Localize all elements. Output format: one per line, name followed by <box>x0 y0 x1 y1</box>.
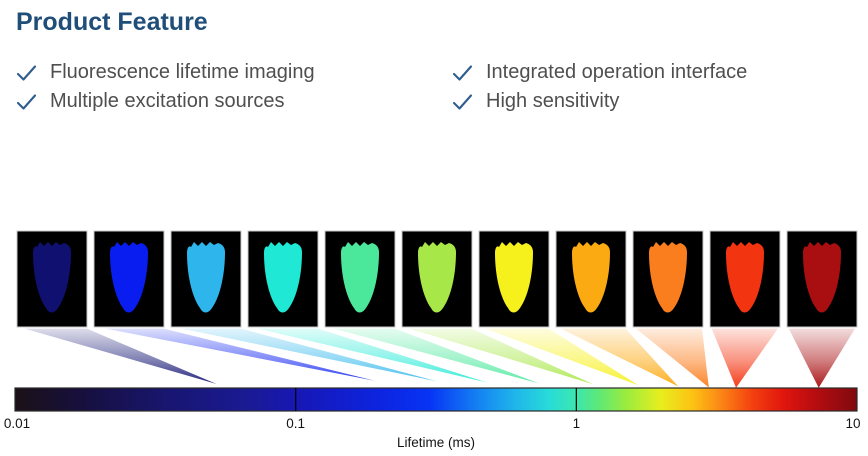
colorbar-tick-label: 10 <box>845 416 860 431</box>
feature-item: Multiple excitation sources <box>16 87 452 116</box>
sample-specimen-shape <box>495 242 533 313</box>
sample-specimen-shape <box>33 242 71 313</box>
lifetime-wedge <box>785 326 859 393</box>
check-icon <box>16 64 37 82</box>
check-icon <box>16 93 37 111</box>
colorbar-tick-label: 0.1 <box>286 416 305 431</box>
sample-specimen-shape <box>726 242 764 313</box>
axis-label: Lifetime (ms) <box>397 435 475 450</box>
sample-specimen-shape <box>264 242 302 313</box>
feature-item: High sensitivity <box>452 87 747 116</box>
feature-label: High sensitivity <box>486 90 620 112</box>
lifetime-wedge <box>708 326 783 393</box>
feature-label: Multiple excitation sources <box>50 90 285 112</box>
sample-specimen-shape <box>187 242 225 313</box>
feature-list: Fluorescence lifetime imaging Multiple e… <box>16 58 747 116</box>
lifetime-figure: 0.01 0.1 1 10 Lifetime (ms) <box>4 230 861 450</box>
sample-specimen-shape <box>649 242 687 313</box>
sample-specimen-shape <box>341 242 379 313</box>
sample-specimen-shape <box>572 242 610 313</box>
feature-label: Integrated operation interface <box>486 61 748 83</box>
colorbar <box>14 387 858 412</box>
page-title: Product Feature <box>16 8 208 36</box>
feature-item: Fluorescence lifetime imaging <box>16 58 452 87</box>
feature-label: Fluorescence lifetime imaging <box>50 61 315 83</box>
colorbar-tick-label: 0.01 <box>4 416 30 431</box>
sample-specimen-shape <box>110 242 148 313</box>
sample-specimen-shape <box>418 242 456 313</box>
check-icon <box>452 64 473 82</box>
colorbar-tick-label: 1 <box>573 416 581 431</box>
sample-specimen-shape <box>803 242 841 313</box>
feature-item: Integrated operation interface <box>452 58 747 87</box>
check-icon <box>452 93 473 111</box>
